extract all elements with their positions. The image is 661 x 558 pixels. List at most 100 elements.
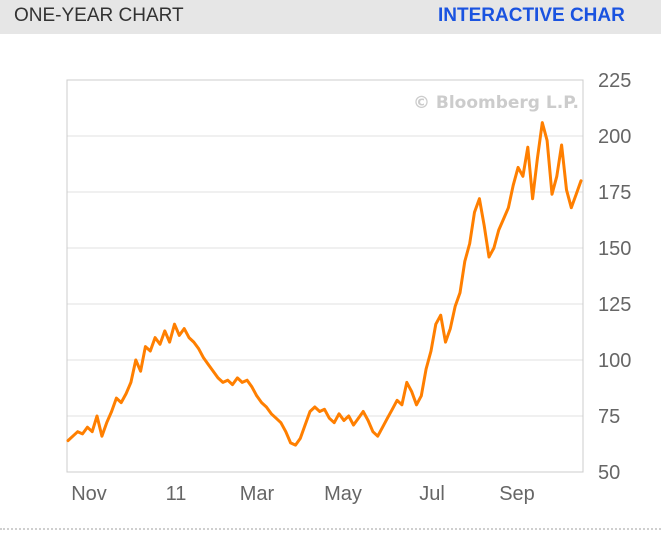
price-point bbox=[294, 443, 297, 447]
price-point bbox=[303, 423, 307, 427]
price-point bbox=[468, 242, 471, 245]
price-point bbox=[76, 430, 79, 433]
price-point bbox=[362, 410, 365, 413]
price-point bbox=[299, 437, 302, 440]
price-point bbox=[463, 260, 466, 263]
interactive-chart-link[interactable]: INTERACTIVE CHAR bbox=[438, 5, 625, 26]
price-point bbox=[236, 376, 239, 380]
price-point bbox=[366, 419, 370, 422]
y-tick-label: 225 bbox=[598, 70, 631, 92]
price-point bbox=[415, 403, 418, 406]
price-point bbox=[565, 188, 568, 191]
price-point bbox=[512, 184, 515, 187]
price-point bbox=[270, 412, 273, 415]
y-tick-label: 75 bbox=[598, 406, 620, 428]
price-point bbox=[313, 405, 316, 409]
price-point bbox=[66, 439, 70, 442]
price-point bbox=[318, 410, 321, 413]
price-point bbox=[308, 410, 312, 413]
price-point bbox=[110, 410, 113, 413]
price-point bbox=[328, 417, 331, 420]
price-point bbox=[386, 417, 389, 420]
x-tick-label: Mar bbox=[240, 483, 275, 505]
y-tick-label: 50 bbox=[598, 462, 620, 484]
price-point bbox=[289, 441, 292, 445]
x-axis-tick-labels: Nov 11 Mar May Jul Sep bbox=[71, 483, 535, 505]
price-point bbox=[521, 175, 525, 178]
price-point bbox=[579, 179, 583, 182]
x-tick-label: May bbox=[324, 483, 362, 505]
y-tick-label: 100 bbox=[598, 350, 631, 372]
price-point bbox=[216, 376, 220, 380]
price-point bbox=[376, 435, 379, 438]
y-axis-tick-labels: 225 200 175 150 125 100 75 50 bbox=[598, 70, 631, 484]
price-point bbox=[255, 394, 258, 397]
price-point bbox=[274, 417, 278, 420]
price-point bbox=[226, 379, 229, 382]
price-point bbox=[144, 345, 147, 348]
price-point bbox=[153, 336, 157, 339]
price-point bbox=[95, 414, 99, 418]
price-point bbox=[342, 419, 346, 422]
price-point bbox=[105, 421, 108, 424]
price-point bbox=[473, 211, 476, 214]
price-point bbox=[541, 121, 544, 124]
y-tick-label: 125 bbox=[598, 294, 631, 316]
price-point bbox=[492, 246, 496, 250]
price-point bbox=[284, 430, 287, 433]
price-point bbox=[395, 399, 399, 402]
price-point bbox=[337, 412, 341, 415]
price-point bbox=[531, 197, 534, 200]
price-point bbox=[187, 336, 191, 339]
price-point bbox=[454, 305, 457, 308]
price-point bbox=[129, 381, 133, 384]
price-point bbox=[536, 157, 539, 160]
price-point bbox=[434, 323, 437, 326]
price-point bbox=[391, 408, 394, 411]
price-point bbox=[260, 401, 263, 404]
price-point bbox=[231, 383, 234, 386]
footer-divider bbox=[0, 528, 661, 530]
price-point bbox=[555, 175, 558, 178]
price-point bbox=[115, 396, 118, 400]
price-point bbox=[197, 347, 200, 350]
price-point bbox=[124, 392, 128, 395]
price-point bbox=[357, 417, 360, 420]
price-point bbox=[487, 255, 491, 259]
price-series-line bbox=[66, 121, 583, 447]
price-point bbox=[100, 435, 104, 438]
price-point bbox=[483, 224, 486, 227]
price-point bbox=[405, 381, 408, 384]
price-point bbox=[149, 349, 152, 353]
price-point bbox=[71, 435, 75, 438]
price-point bbox=[570, 206, 573, 209]
price-point bbox=[420, 394, 423, 397]
price-point bbox=[371, 430, 375, 433]
price-point bbox=[173, 323, 176, 326]
price-point bbox=[192, 340, 195, 344]
y-tick-label: 175 bbox=[598, 182, 631, 204]
price-point bbox=[381, 426, 384, 429]
price-point bbox=[183, 327, 186, 330]
price-point bbox=[202, 356, 205, 359]
price-point bbox=[163, 329, 166, 333]
price-point bbox=[516, 166, 520, 169]
x-tick-label: Nov bbox=[71, 483, 107, 505]
price-point bbox=[178, 334, 181, 337]
price-point bbox=[526, 146, 529, 149]
price-point bbox=[265, 405, 268, 409]
price-point bbox=[410, 390, 413, 393]
price-point bbox=[507, 206, 510, 209]
price-point bbox=[424, 367, 428, 371]
price-point bbox=[444, 340, 447, 344]
price-point bbox=[86, 426, 89, 429]
chart-header-bar: ONE-YEAR CHART INTERACTIVE CHAR bbox=[0, 0, 661, 34]
price-point bbox=[323, 408, 326, 411]
price-point bbox=[439, 314, 442, 317]
price-point bbox=[207, 363, 210, 366]
price-point bbox=[241, 381, 244, 384]
x-tick-label: Jul bbox=[419, 483, 445, 505]
price-point bbox=[333, 421, 336, 424]
price-point bbox=[134, 358, 137, 362]
price-point bbox=[502, 217, 505, 221]
